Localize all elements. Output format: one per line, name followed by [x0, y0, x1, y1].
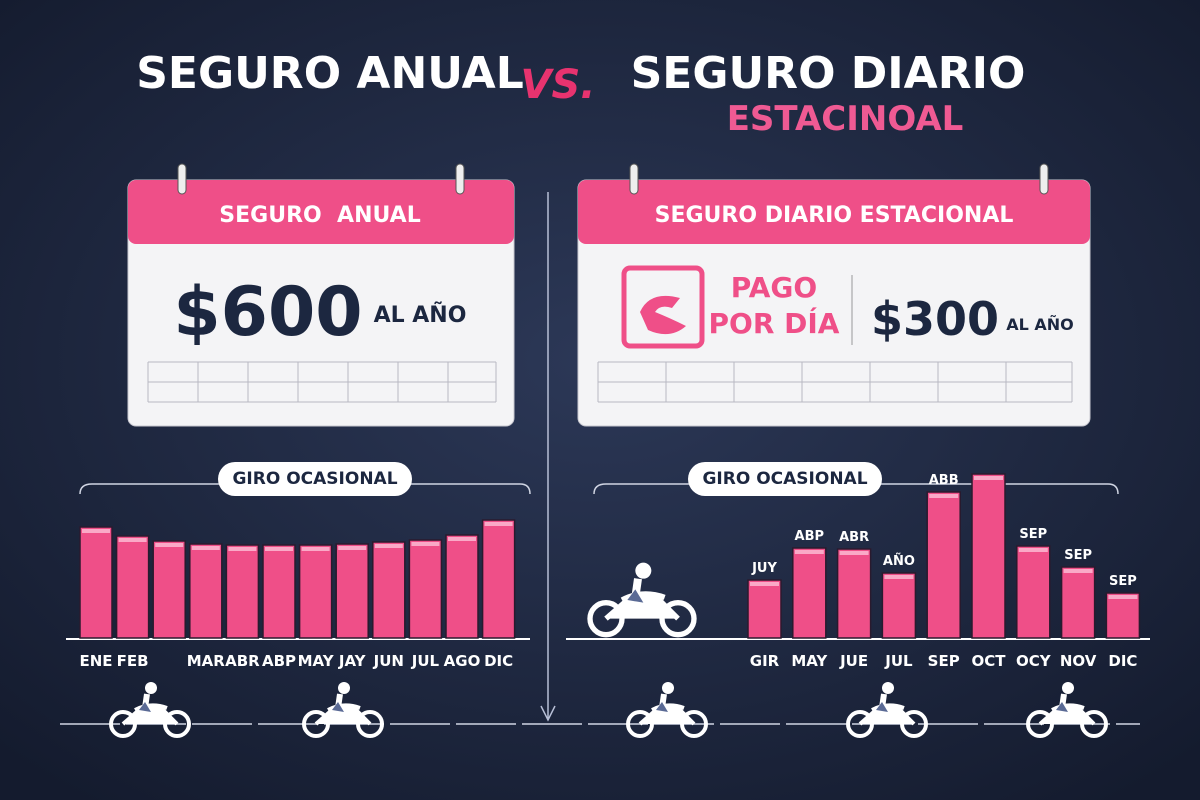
bar-highlight	[374, 544, 403, 548]
card-price: $300	[871, 292, 999, 346]
bar	[792, 547, 827, 639]
bar-highlight	[338, 546, 367, 550]
x-tick-label: OCY	[1016, 652, 1052, 670]
x-tick-label: MAY	[791, 652, 828, 670]
bar-highlight	[265, 547, 293, 551]
bar-highlight	[155, 543, 184, 547]
bar-highlight	[794, 550, 824, 554]
versus: VS.	[521, 62, 596, 108]
bar-annotation: ABB	[929, 473, 959, 488]
x-tick-label: NOV	[1060, 652, 1097, 670]
card-annual: SEGURO ANUAL $600 AL AÑO	[127, 163, 515, 427]
bar	[971, 473, 1006, 639]
card-title: SEGURO ANUAL	[219, 203, 420, 228]
right-title: SEGURO DIARIO	[631, 48, 1026, 99]
bar	[836, 548, 872, 639]
card-title: SEGURO DIARIO ESTACIONAL	[655, 203, 1014, 228]
bar	[298, 544, 333, 639]
chart-title: GIRO OCASIONAL	[702, 469, 867, 489]
bar-annotation: ABP	[795, 529, 825, 544]
x-tick-label: AGO	[444, 652, 481, 670]
bar-highlight	[118, 538, 147, 542]
bar-annotation: SEP	[1064, 548, 1092, 563]
bar	[262, 544, 296, 639]
bar	[115, 535, 150, 639]
bar	[79, 526, 113, 639]
bar-highlight	[750, 582, 779, 586]
x-tick-label: ENE	[79, 652, 112, 670]
bar-annotation: AÑO	[883, 553, 915, 569]
bar-highlight	[1108, 595, 1138, 599]
x-tick-label: JUE	[839, 652, 868, 670]
x-tick-label: JUL	[411, 652, 440, 670]
bar-highlight	[191, 546, 220, 550]
bar	[1105, 592, 1141, 639]
bar-annotation: ABR	[839, 530, 869, 545]
bar-highlight	[448, 537, 476, 541]
x-tick-label: JUN	[373, 652, 404, 670]
bar-annotation: SEP	[1109, 574, 1137, 589]
card-seasonal: SEGURO DIARIO ESTACIONAL PAGO POR DÍA $3…	[577, 163, 1091, 427]
card-note: PAGO POR DÍA	[708, 271, 840, 340]
x-tick-label: JUL	[884, 652, 913, 670]
bar-annotation: JUY	[751, 561, 777, 576]
card-price: $600	[173, 273, 362, 352]
bar	[926, 491, 961, 639]
x-tick-label: FEB	[117, 652, 149, 670]
x-tick-label: GIR	[750, 652, 780, 670]
bar	[881, 572, 917, 639]
bar-highlight	[82, 529, 110, 533]
bar-highlight	[884, 575, 914, 579]
x-tick-label: OCT	[972, 652, 1007, 670]
right-subtitle: ESTACINOAL	[727, 99, 964, 139]
pay-icon	[621, 265, 705, 349]
bar	[408, 539, 443, 639]
left-title: SEGURO ANUAL	[136, 48, 524, 99]
bar-highlight	[839, 551, 869, 555]
bar	[1016, 545, 1051, 639]
bar-highlight	[1063, 569, 1093, 573]
bar-highlight	[1018, 548, 1048, 552]
bar-highlight	[929, 494, 959, 498]
card-period: AL AÑO	[374, 302, 467, 328]
bar-highlight	[301, 547, 330, 551]
x-tick-label: ABR	[225, 652, 260, 670]
bar	[335, 543, 369, 639]
bar	[481, 519, 516, 639]
x-tick-label: SEP	[928, 652, 960, 670]
card-period: AL AÑO	[1006, 315, 1074, 334]
bar-annotation: SEP	[1019, 527, 1047, 542]
x-tick-label: MAY	[298, 652, 335, 670]
bar	[1060, 566, 1096, 639]
bar	[225, 544, 260, 639]
bar-highlight	[228, 547, 257, 551]
bar	[152, 540, 186, 639]
x-tick-label: DIC	[484, 652, 513, 670]
chart-title-pill	[688, 462, 882, 496]
divider-arrow	[540, 705, 556, 722]
bar	[445, 534, 479, 639]
x-tick-label: MAR	[187, 652, 226, 670]
chart-title-pill	[218, 462, 412, 496]
bar-highlight	[411, 542, 440, 546]
bar	[372, 541, 406, 639]
bar-highlight	[484, 522, 513, 526]
bar	[189, 543, 223, 639]
bar	[747, 579, 782, 639]
bar-highlight	[974, 476, 1003, 480]
x-tick-label: DIC	[1108, 652, 1137, 670]
x-tick-label: JAY	[338, 652, 367, 670]
chart-title: GIRO OCASIONAL	[232, 469, 397, 489]
x-tick-label: ABP	[262, 652, 296, 670]
pay-icon-glyph	[640, 295, 686, 335]
